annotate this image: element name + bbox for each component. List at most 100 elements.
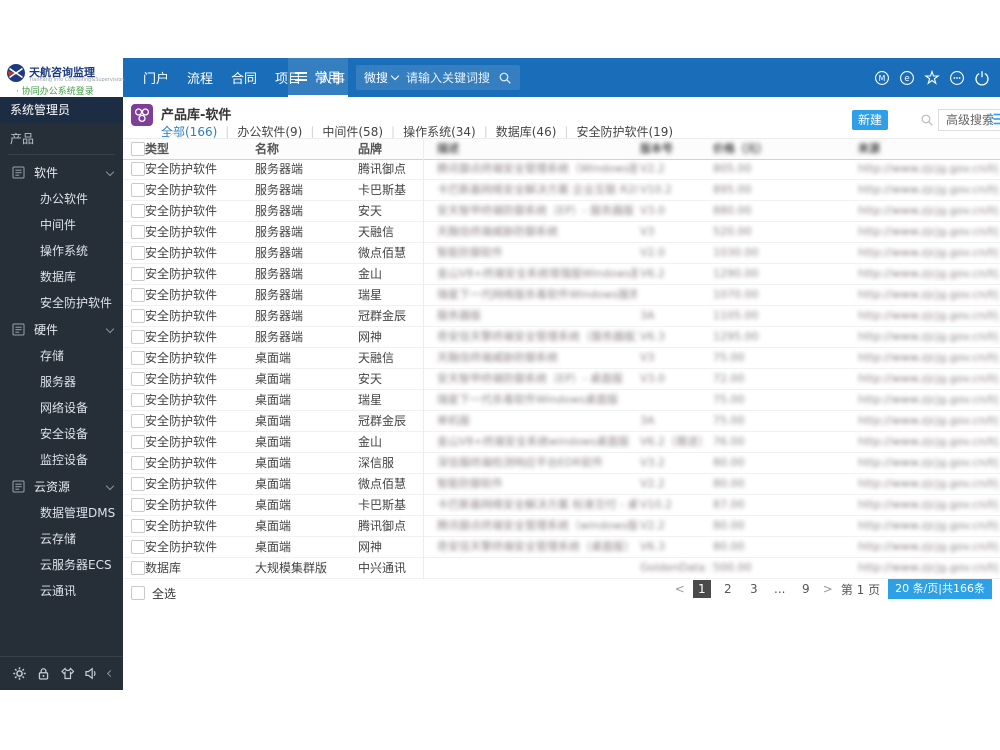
nav-more-group[interactable]: 常用 xyxy=(288,58,348,97)
tab-6[interactable]: 安全防护软件(19) xyxy=(576,125,674,139)
new-button[interactable]: 新建 xyxy=(852,110,888,130)
row-checkbox[interactable] xyxy=(131,372,145,386)
topnav-item-1[interactable]: 门户 xyxy=(143,72,170,87)
table-row[interactable]: 安全防护软件 桌面端 瑞星 瑞星下一代杀毒软件Windows桌面版 75.00 http:… xyxy=(123,390,1000,411)
sidebar-item-1-3[interactable]: 操作系统 xyxy=(40,244,89,258)
sidebar-item-3-1[interactable]: 数据管理DMS xyxy=(40,506,116,520)
table-row[interactable]: 安全防护软件 桌面端 冠群金辰 单机版 3A 75.00 http://www.zjcjg.… xyxy=(123,411,1000,432)
table-row[interactable]: 安全防护软件 桌面端 金山 金山V8+终端安全系统windows桌面版 V6.2（赠送）… xyxy=(123,432,1000,453)
favorite-star-icon[interactable] xyxy=(924,69,940,86)
table-row[interactable]: 安全防护软件 桌面端 网神 奇安信天擎终端安全管理系统（桌面版） V6.3 80.00 ht… xyxy=(123,537,1000,558)
office-login-link[interactable]: · 协同办公系统登录 xyxy=(16,87,94,97)
table-row[interactable]: 数据库 大规模集群版 中兴通讯 GoldenData s...500.00 http:/… xyxy=(123,558,1000,579)
row-checkbox[interactable] xyxy=(131,456,145,470)
table-row[interactable]: 安全防护软件 桌面端 安天 安天智甲终端防御系统（EP）- 桌面版 V3.0 72.00 h… xyxy=(123,369,1000,390)
table-row[interactable]: 安全防护软件 桌面端 微点佰慧 智能防御软件 V2.2 80.00 http://www.z… xyxy=(123,474,1000,495)
sidebar-item-3-4[interactable]: 云通讯 xyxy=(40,584,77,598)
page-size-total-badge[interactable]: 20 条/页|共166条 xyxy=(888,579,992,599)
sidebar-item-1-4[interactable]: 数据库 xyxy=(40,270,77,284)
table-row[interactable]: 安全防护软件 服务器端 卡巴斯基 卡巴斯基网络安全解决方案 企业互联 R2级安 V10.… xyxy=(123,180,1000,201)
sidebar-group-3[interactable]: 云资源 xyxy=(0,473,123,500)
table-search-icon[interactable] xyxy=(920,113,934,127)
row-checkbox[interactable] xyxy=(131,267,145,281)
table-row[interactable]: 安全防护软件 服务器端 天融信 天融信终端威胁防御系统 V3 520.00 http://w… xyxy=(123,222,1000,243)
row-checkbox[interactable] xyxy=(131,435,145,449)
table-row[interactable]: 安全防护软件 服务器端 安天 安天智甲终端防御系统（EP）- 服务器版 V3.0 880.… xyxy=(123,201,1000,222)
lock-icon[interactable] xyxy=(36,666,51,681)
table-row[interactable]: 安全防护软件 服务器端 金山 金山V8+终端安全系统增强版Windows服务器V6.2… xyxy=(123,264,1000,285)
sidebar-item-3-2[interactable]: 云存储 xyxy=(40,532,77,546)
page-next-button[interactable]: > xyxy=(822,582,833,596)
row-checkbox[interactable] xyxy=(131,309,145,323)
row-checkbox[interactable] xyxy=(131,519,145,533)
row-checkbox[interactable] xyxy=(131,330,145,344)
topnav-item-4[interactable]: 项目 xyxy=(275,72,302,87)
row-checkbox[interactable] xyxy=(131,225,145,239)
collapse-sidebar-icon[interactable] xyxy=(106,669,115,678)
page-number-1[interactable]: 1 xyxy=(692,580,711,598)
row-checkbox[interactable] xyxy=(131,561,145,575)
table-row[interactable]: 安全防护软件 桌面端 卡巴斯基 卡巴斯基网络安全解决方案 标准交付 - 桌面 V10.2… xyxy=(123,495,1000,516)
m-badge-icon[interactable]: M xyxy=(874,70,890,86)
row-checkbox[interactable] xyxy=(131,498,145,512)
search-input[interactable]: 请输入关键词搜 xyxy=(406,71,491,85)
row-checkbox[interactable] xyxy=(131,162,145,176)
row-checkbox[interactable] xyxy=(131,288,145,302)
cell-price: 76.00 xyxy=(713,435,745,448)
row-checkbox[interactable] xyxy=(131,204,145,218)
row-checkbox[interactable] xyxy=(131,393,145,407)
message-icon[interactable]: e xyxy=(899,70,915,86)
row-checkbox[interactable] xyxy=(131,183,145,197)
sidebar-item-1-2[interactable]: 中间件 xyxy=(40,218,77,232)
sidebar-group-1[interactable]: 软件 xyxy=(0,159,123,186)
topnav-item-5[interactable]: 人事 xyxy=(319,72,346,87)
table-row[interactable]: 安全防护软件 桌面端 腾讯御点 腾讯御点终端安全管理系统（windows版）V2.2V… xyxy=(123,516,1000,537)
sidebar-item-3-3[interactable]: 云服务器ECS xyxy=(40,558,112,572)
table-row[interactable]: 安全防护软件 服务器端 瑞星 瑞星下一代网络版杀毒软件Windows服务版 1070.0… xyxy=(123,285,1000,306)
search-icon[interactable] xyxy=(498,71,512,85)
row-checkbox[interactable] xyxy=(131,246,145,260)
tab-4[interactable]: 操作系统(34) xyxy=(403,125,476,139)
sidebar-item-2-3[interactable]: 网络设备 xyxy=(40,401,89,415)
topnav-item-2[interactable]: 流程 xyxy=(187,72,214,87)
sidebar-group-2[interactable]: 硬件 xyxy=(0,316,123,343)
page-number-9[interactable]: 9 xyxy=(801,582,810,596)
power-logout-icon[interactable] xyxy=(974,70,990,86)
topnav-item-3[interactable]: 合同 xyxy=(231,72,258,87)
sidebar-item-2-4[interactable]: 安全设备 xyxy=(40,427,89,441)
theme-shirt-icon[interactable] xyxy=(60,666,75,681)
table-row[interactable]: 安全防护软件 服务器端 冠群金辰 服务器版 3A 1105.00 http://www.zj… xyxy=(123,306,1000,327)
list-view-icon[interactable] xyxy=(989,112,1000,126)
cell-version: V6.2 xyxy=(640,267,666,280)
more-options-icon[interactable] xyxy=(949,70,965,86)
page-jump-label[interactable]: 第 1 页 xyxy=(840,582,881,597)
table-row[interactable]: 安全防护软件 服务器端 微点佰慧 智能防御软件 V2.0 1030.00 http://ww… xyxy=(123,243,1000,264)
sidebar-item-1-5[interactable]: 安全防护软件 xyxy=(40,296,113,310)
table-row[interactable]: 安全防护软件 服务器端 腾讯御点 腾讯御点终端安全管理系统（Windows版） V2.2… xyxy=(123,159,1000,180)
page-number-2[interactable]: 2 xyxy=(723,582,732,596)
row-checkbox[interactable] xyxy=(131,477,145,491)
settings-gear-icon[interactable] xyxy=(12,666,27,681)
sidebar-section-product[interactable]: 产品 xyxy=(10,132,35,146)
advanced-search-button[interactable]: 高级搜索 xyxy=(938,109,1000,131)
table-row[interactable]: 安全防护软件 服务器端 网神 奇安信天擎终端安全管理系统（服务器版） V6.3 1295.… xyxy=(123,327,1000,348)
tab-5[interactable]: 数据库(46) xyxy=(495,125,557,139)
wesearch-dropdown[interactable]: 微搜 xyxy=(364,69,400,86)
row-checkbox[interactable] xyxy=(131,540,145,554)
page-prev-button[interactable]: < xyxy=(674,582,685,596)
row-checkbox[interactable] xyxy=(131,414,145,428)
select-all-header-checkbox[interactable] xyxy=(131,142,145,156)
select-all-checkbox[interactable] xyxy=(131,586,145,600)
table-row[interactable]: 安全防护软件 桌面端 深信服 深信服终端检测响应平台EDR软件 V3.2 80.00 htt… xyxy=(123,453,1000,474)
tab-2[interactable]: 办公软件(9) xyxy=(237,125,303,139)
sidebar-item-1-1[interactable]: 办公软件 xyxy=(40,192,89,206)
sound-speaker-icon[interactable] xyxy=(84,666,99,681)
row-checkbox[interactable] xyxy=(131,351,145,365)
table-row[interactable]: 安全防护软件 桌面端 天融信 天融信终端威胁防御系统 V3 75.00 http://www… xyxy=(123,348,1000,369)
page-number-3[interactable]: 3 xyxy=(749,582,758,596)
sidebar-item-2-1[interactable]: 存储 xyxy=(40,349,65,363)
sidebar-item-2-2[interactable]: 服务器 xyxy=(40,375,77,389)
nav-item-common[interactable]: 常用 xyxy=(314,71,341,86)
tab-3[interactable]: 中间件(58) xyxy=(322,125,384,139)
sidebar-item-2-5[interactable]: 监控设备 xyxy=(40,453,89,467)
